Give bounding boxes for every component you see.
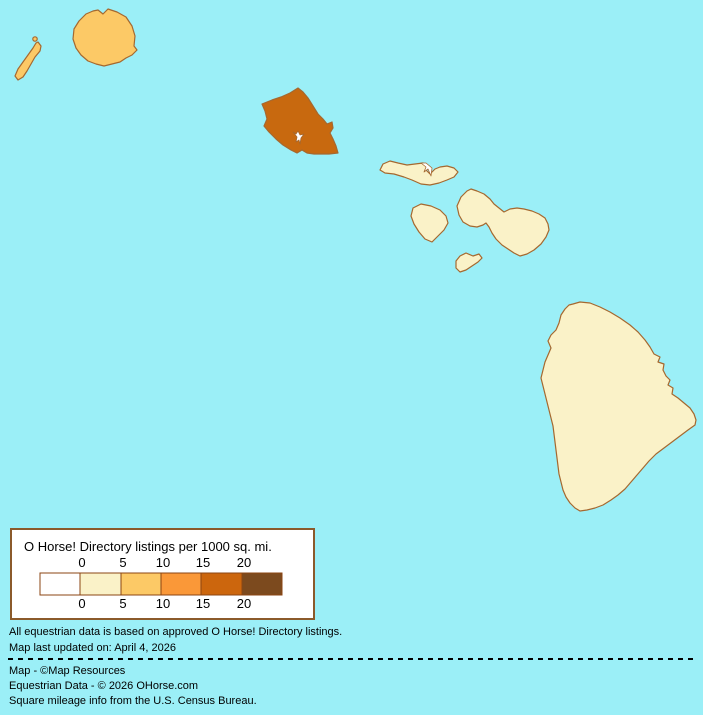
legend-tick: 20	[236, 555, 252, 570]
legend-tick: 20	[236, 596, 252, 611]
island-oahu[interactable]	[261, 87, 339, 155]
legend-swatch	[120, 572, 162, 596]
map-legend: O Horse! Directory listings per 1000 sq.…	[10, 528, 315, 620]
island-niihau[interactable]	[14, 41, 42, 81]
island-molokai[interactable]	[379, 160, 459, 186]
legend-tick: 15	[195, 596, 211, 611]
island-hawaii[interactable]	[540, 301, 697, 512]
last-updated-note: Map last updated on: April 4, 2026	[9, 642, 176, 654]
legend-swatch	[160, 572, 202, 596]
legend-tick: 10	[155, 555, 171, 570]
legend-tick: 0	[78, 596, 86, 611]
island-kahoolawe[interactable]	[455, 252, 483, 273]
island-maui[interactable]	[456, 188, 550, 257]
mileage-credit: Square mileage info from the U.S. Census…	[9, 695, 257, 707]
legend-tick: 5	[119, 555, 127, 570]
legend-color-ramp	[39, 572, 283, 596]
legend-tick: 5	[119, 596, 127, 611]
island-lanai[interactable]	[410, 203, 449, 243]
legend-swatch	[200, 572, 243, 596]
legend-swatch	[241, 572, 283, 596]
legend-swatch	[79, 572, 122, 596]
legend-title: O Horse! Directory listings per 1000 sq.…	[24, 539, 272, 554]
pearl-harbor-inlet	[292, 130, 305, 145]
map-credit: Map - ©Map Resources	[9, 665, 126, 677]
legend-swatch	[39, 572, 81, 596]
island-kauai[interactable]	[72, 8, 138, 67]
island-lehua[interactable]	[32, 36, 38, 42]
legend-tick: 0	[78, 555, 86, 570]
legend-tick: 10	[155, 596, 171, 611]
data-approval-note: All equestrian data is based on approved…	[9, 626, 343, 638]
equestrian-data-credit: Equestrian Data - © 2026 OHorse.com	[9, 680, 199, 692]
legend-tick: 15	[195, 555, 211, 570]
dashed-separator	[8, 658, 698, 660]
molokai-peninsula-mark	[420, 162, 433, 177]
